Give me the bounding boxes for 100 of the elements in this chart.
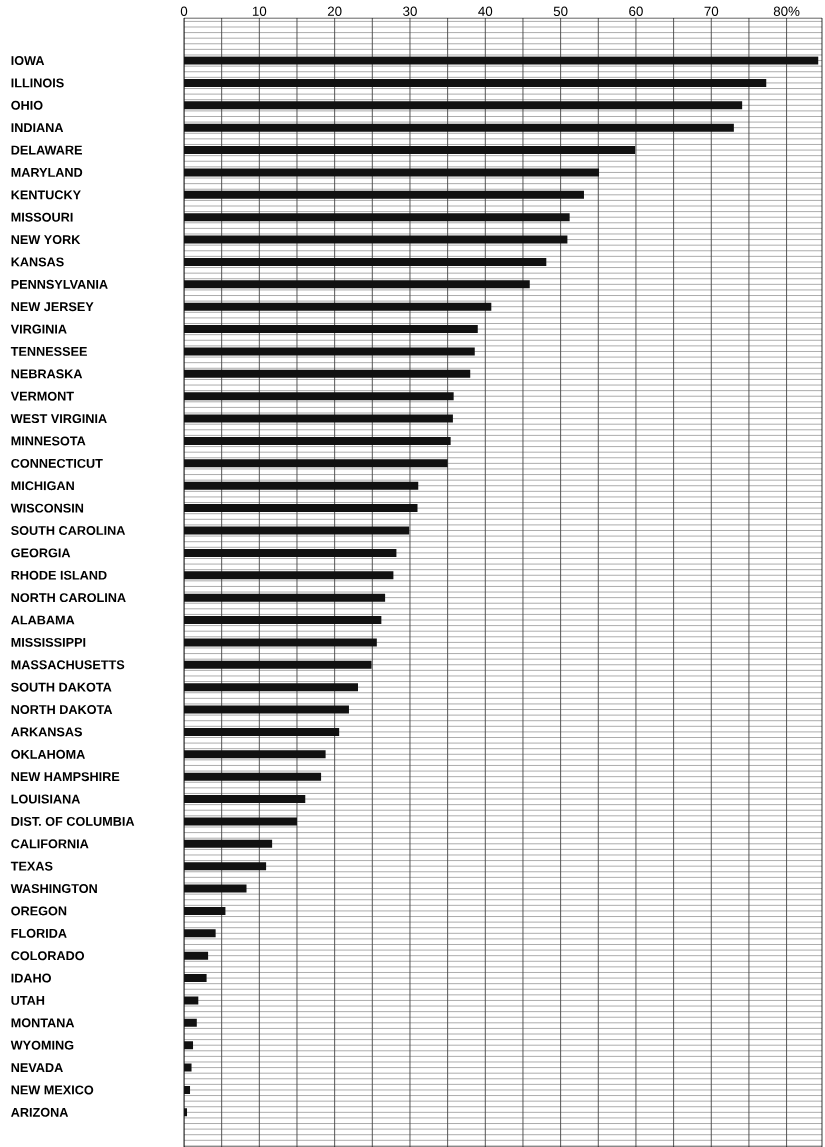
y-tick-label: NEW MEXICO xyxy=(11,1085,94,1095)
bar xyxy=(184,750,326,759)
y-tick-label: KANSAS xyxy=(11,257,64,267)
bar xyxy=(184,280,530,289)
bar xyxy=(184,571,394,580)
x-tick-label: 50 xyxy=(553,6,568,16)
bar xyxy=(184,325,478,334)
y-tick-label: ARKANSAS xyxy=(11,727,82,737)
y-tick-label: GEORGIA xyxy=(11,548,71,558)
y-tick-label: ILLINOIS xyxy=(11,78,64,88)
bar xyxy=(184,772,322,781)
bar xyxy=(184,839,273,848)
bar xyxy=(184,727,340,736)
bar xyxy=(184,146,636,155)
bar xyxy=(184,526,410,535)
y-tick-label: MINNESOTA xyxy=(11,436,86,446)
y-tick-label: DIST. OF COLUMBIA xyxy=(11,816,135,826)
bar xyxy=(184,884,247,893)
x-tick-label: 0 xyxy=(180,6,188,16)
y-tick-label: UTAH xyxy=(11,996,45,1005)
y-tick-label: IDAHO xyxy=(11,973,51,983)
y-tick-label: TEXAS xyxy=(10,861,53,871)
y-tick-label: WYOMING xyxy=(10,1040,74,1050)
bar xyxy=(184,616,382,625)
y-tick-label: INDIANA xyxy=(11,123,64,133)
x-tick-label: 60 xyxy=(629,6,643,16)
bar xyxy=(184,1108,188,1117)
x-tick-label: 40 xyxy=(478,6,493,16)
bar xyxy=(184,1041,194,1050)
y-tick-label: PENNSYLVANIA xyxy=(11,279,108,289)
bar xyxy=(184,414,453,423)
y-tick-label: SOUTH DAKOTA xyxy=(11,682,112,692)
bar xyxy=(184,392,454,401)
x-tick-label: 80% xyxy=(773,6,800,16)
y-tick-label: SOUTH CAROLINA xyxy=(11,526,126,535)
y-tick-label: OHIO xyxy=(11,100,43,110)
y-tick-label: VERMONT xyxy=(10,391,74,401)
bar xyxy=(184,213,570,222)
y-tick-label: MISSOURI xyxy=(11,212,73,222)
bar xyxy=(184,683,358,692)
bar xyxy=(184,123,734,132)
bar xyxy=(184,302,492,311)
y-tick-label: TENNESSEE xyxy=(10,346,87,356)
y-tick-label: COLORADO xyxy=(11,951,85,961)
x-tick-label: 20 xyxy=(327,6,342,16)
y-tick-label: NORTH DAKOTA xyxy=(11,705,113,715)
y-tick-label: RHODE ISLAND xyxy=(11,570,107,580)
bar xyxy=(184,951,209,960)
y-tick-label: NEVADA xyxy=(11,1063,63,1072)
y-tick-label: NORTH CAROLINA xyxy=(11,593,126,603)
y-tick-label: FLORIDA xyxy=(11,928,67,938)
bar xyxy=(184,436,451,445)
y-tick-label: ARIZONA xyxy=(11,1107,69,1117)
bar xyxy=(184,638,377,647)
bar xyxy=(184,235,568,244)
y-tick-label: MARYLAND xyxy=(11,168,83,177)
bar xyxy=(184,459,448,468)
bar xyxy=(184,660,372,669)
bar xyxy=(184,593,386,602)
bar xyxy=(184,817,297,826)
bar xyxy=(184,1063,192,1072)
bar xyxy=(184,78,767,87)
y-tick-label: WEST VIRGINIA xyxy=(10,414,107,424)
bar xyxy=(184,101,743,110)
x-tick-label: 30 xyxy=(403,6,417,16)
bar xyxy=(184,996,199,1005)
bar xyxy=(184,369,471,378)
y-tick-label: NEBRASKA xyxy=(11,369,83,379)
y-tick-label: VIRGINIA xyxy=(10,324,67,334)
bar xyxy=(184,481,419,490)
y-tick-label: KENTUCKY xyxy=(11,190,81,200)
y-tick-label: MISSISSIPPI xyxy=(11,637,86,647)
y-tick-label: OKLAHOMA xyxy=(11,749,85,759)
bar xyxy=(184,795,306,804)
y-tick-label: CONNECTICUT xyxy=(11,458,103,468)
y-tick-label: WASHINGTON xyxy=(10,884,97,894)
y-tick-label: CALIFORNIA xyxy=(11,839,89,849)
bar xyxy=(184,906,226,915)
y-tick-label: IOWA xyxy=(11,56,45,66)
bar xyxy=(184,504,418,513)
y-tick-label: NEW YORK xyxy=(11,235,81,245)
x-tick-label: 10 xyxy=(252,6,267,16)
y-tick-label: LOUISIANA xyxy=(11,794,81,804)
y-tick-label: OREGON xyxy=(11,906,67,916)
bar xyxy=(184,168,600,177)
x-tick-label: 70 xyxy=(704,6,719,16)
y-tick-label: MICHIGAN xyxy=(11,481,74,491)
bar xyxy=(184,548,397,557)
bar xyxy=(184,347,475,356)
y-tick-label: ALABAMA xyxy=(11,615,75,625)
bar xyxy=(184,1018,197,1027)
y-tick-label: NEW JERSEY xyxy=(11,302,94,312)
bar xyxy=(184,705,349,714)
bar xyxy=(184,974,207,983)
bar xyxy=(184,257,547,266)
bar xyxy=(184,56,819,65)
bar xyxy=(184,929,216,938)
y-tick-label: WISCONSIN xyxy=(10,503,84,513)
y-tick-label: MASSACHUSETTS xyxy=(11,660,125,670)
bar xyxy=(184,190,584,199)
